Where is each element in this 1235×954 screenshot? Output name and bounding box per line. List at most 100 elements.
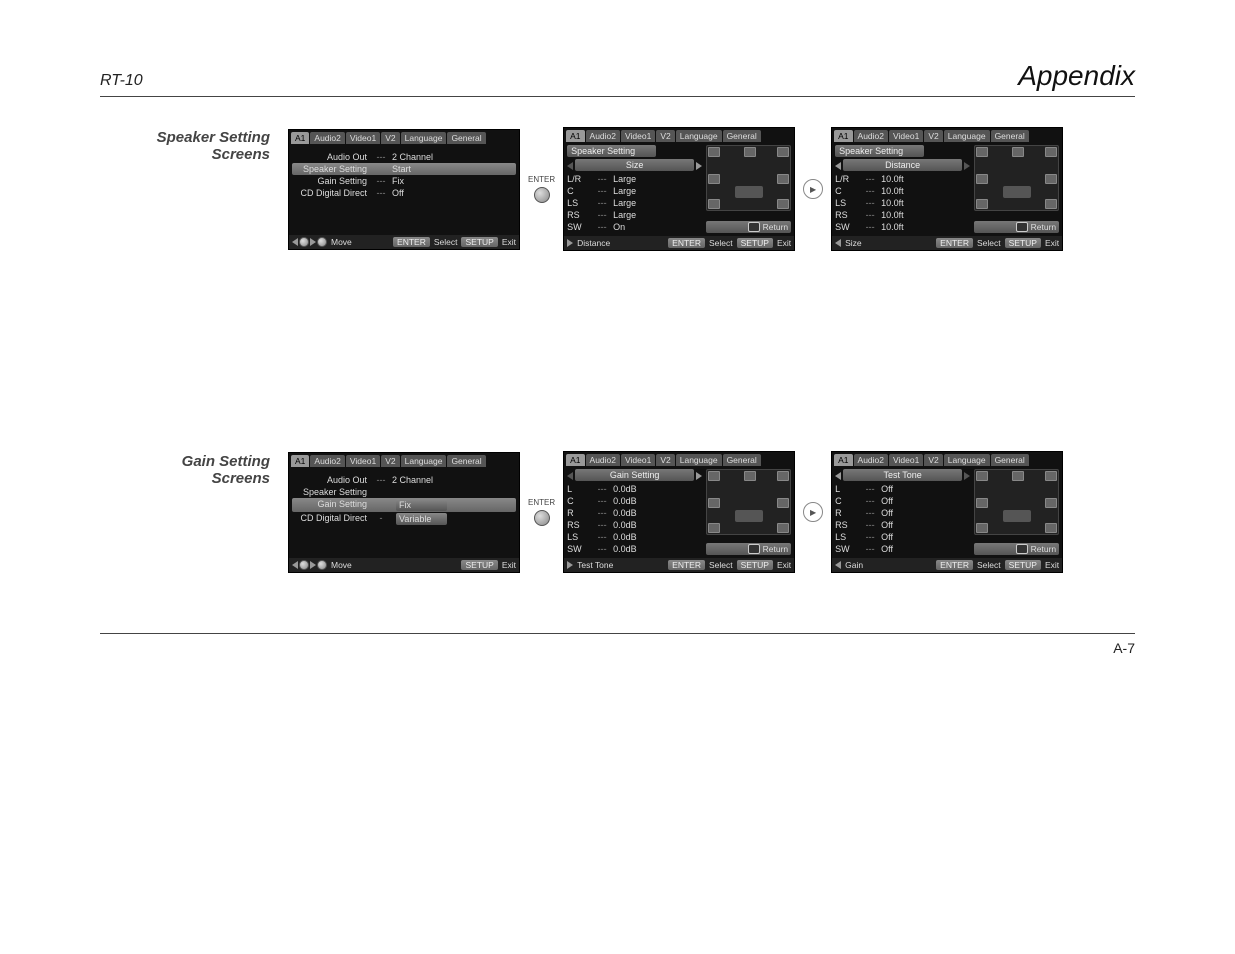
page-title: Appendix	[1018, 60, 1135, 92]
channel-row[interactable]: RS---0.0dB	[567, 519, 702, 531]
channel-name: SW	[567, 222, 591, 232]
nav-prev-label: Gain	[845, 560, 863, 570]
sub-header-2: Size	[575, 159, 694, 171]
channel-row[interactable]: LS---10.0ft	[835, 197, 970, 209]
tab-a1[interactable]: A1	[291, 455, 309, 467]
menu-row[interactable]: Speaker Setting	[292, 486, 516, 498]
channel-name: L	[835, 484, 859, 494]
tab-language[interactable]: Language	[676, 130, 722, 142]
channel-name: C	[567, 186, 591, 196]
tab-video1[interactable]: Video1	[621, 130, 655, 142]
tab-video1[interactable]: Video1	[346, 132, 380, 144]
channel-row[interactable]: SW---10.0ft	[835, 221, 970, 233]
menu-row[interactable]: Audio Out---2 Channel	[292, 474, 516, 486]
channel-row[interactable]: SW---On	[567, 221, 702, 233]
tab-general[interactable]: General	[991, 454, 1029, 466]
channel-name: R	[835, 508, 859, 518]
nav-left-icon	[835, 239, 841, 247]
return-button[interactable]: Return	[974, 543, 1059, 555]
tab-language[interactable]: Language	[676, 454, 722, 466]
channel-value: 0.0dB	[613, 496, 637, 506]
menu-row[interactable]: CD Digital Direct---Off	[292, 187, 516, 199]
tab-a1[interactable]: A1	[566, 454, 584, 466]
channel-row[interactable]: R---0.0dB	[567, 507, 702, 519]
channel-row[interactable]: SW---Off	[835, 543, 970, 555]
tab-language[interactable]: Language	[401, 455, 447, 467]
channel-row[interactable]: RS---Off	[835, 519, 970, 531]
tab-a1[interactable]: A1	[291, 132, 309, 144]
tab-a1[interactable]: A1	[834, 454, 852, 466]
channel-row[interactable]: C---Off	[835, 495, 970, 507]
channel-row[interactable]: C---0.0dB	[567, 495, 702, 507]
tab-bar: A1Audio2Video1V2LanguageGeneral	[832, 128, 1062, 142]
channel-row[interactable]: RS---Large	[567, 209, 702, 221]
return-button[interactable]: Return	[706, 543, 791, 555]
channel-name: RS	[835, 520, 859, 530]
tab-v2[interactable]: V2	[924, 130, 942, 142]
tab-audio2[interactable]: Audio2	[310, 455, 344, 467]
tab-general[interactable]: General	[723, 130, 761, 142]
menu-value: Off	[392, 188, 404, 198]
channel-row[interactable]: R---Off	[835, 507, 970, 519]
channel-value: Off	[881, 484, 893, 494]
menu-row[interactable]: Gain SettingFix	[292, 498, 516, 512]
return-button[interactable]: Return	[974, 221, 1059, 233]
separator: ---	[595, 222, 609, 232]
channel-row[interactable]: L---0.0dB	[567, 483, 702, 495]
channel-row[interactable]: L/R---10.0ft	[835, 173, 970, 185]
menu-label: CD Digital Direct	[292, 513, 370, 525]
menu-row[interactable]: Speaker SettingStart	[292, 163, 516, 175]
channel-row[interactable]: LS---Large	[567, 197, 702, 209]
channel-value: Large	[613, 186, 636, 196]
tab-video1[interactable]: Video1	[346, 455, 380, 467]
channel-row[interactable]: L/R---Large	[567, 173, 702, 185]
tab-general[interactable]: General	[991, 130, 1029, 142]
tab-general[interactable]: General	[723, 454, 761, 466]
tab-general[interactable]: General	[447, 455, 485, 467]
channel-value: Off	[881, 544, 893, 554]
tab-language[interactable]: Language	[401, 132, 447, 144]
tab-video1[interactable]: Video1	[889, 454, 923, 466]
tab-v2[interactable]: V2	[656, 130, 674, 142]
tab-audio2[interactable]: Audio2	[854, 130, 888, 142]
channel-value: 10.0ft	[881, 186, 904, 196]
tab-v2[interactable]: V2	[381, 132, 399, 144]
tab-video1[interactable]: Video1	[621, 454, 655, 466]
tab-video1[interactable]: Video1	[889, 130, 923, 142]
nav-left-icon	[835, 561, 841, 569]
channel-value: Large	[613, 198, 636, 208]
menu-value: 2 Channel	[392, 475, 433, 485]
sub-header: Gain Setting	[575, 469, 694, 481]
channel-row[interactable]: LS---0.0dB	[567, 531, 702, 543]
channel-name: RS	[567, 210, 591, 220]
channel-row[interactable]: C --- Large	[567, 185, 702, 197]
tab-audio2[interactable]: Audio2	[854, 454, 888, 466]
tab-audio2[interactable]: Audio2	[310, 132, 344, 144]
channel-value: 10.0ft	[881, 210, 904, 220]
channel-row[interactable]: C---10.0ft	[835, 185, 970, 197]
channel-row[interactable]: LS---Off	[835, 531, 970, 543]
channel-row[interactable]: L---Off	[835, 483, 970, 495]
menu-row[interactable]: Audio Out---2 Channel	[292, 151, 516, 163]
tab-a1[interactable]: A1	[566, 130, 584, 142]
channel-value: 10.0ft	[881, 222, 904, 232]
tab-audio2[interactable]: Audio2	[586, 130, 620, 142]
tab-language[interactable]: Language	[944, 130, 990, 142]
separator: ---	[595, 186, 609, 196]
tab-v2[interactable]: V2	[656, 454, 674, 466]
return-button[interactable]: Return	[706, 221, 791, 233]
tab-language[interactable]: Language	[944, 454, 990, 466]
tab-general[interactable]: General	[447, 132, 485, 144]
menu-row[interactable]: CD Digital Direct-Variable	[292, 512, 516, 526]
tab-audio2[interactable]: Audio2	[586, 454, 620, 466]
tab-v2[interactable]: V2	[924, 454, 942, 466]
menu-row[interactable]: Gain Setting---Fix	[292, 175, 516, 187]
select-label: Select	[977, 560, 1001, 570]
tab-a1[interactable]: A1	[834, 130, 852, 142]
channel-value: 0.0dB	[613, 520, 637, 530]
separator	[374, 487, 388, 497]
tab-v2[interactable]: V2	[381, 455, 399, 467]
channel-row[interactable]: RS---10.0ft	[835, 209, 970, 221]
channel-row[interactable]: SW---0.0dB	[567, 543, 702, 555]
enter-badge: ENTER	[393, 237, 430, 247]
